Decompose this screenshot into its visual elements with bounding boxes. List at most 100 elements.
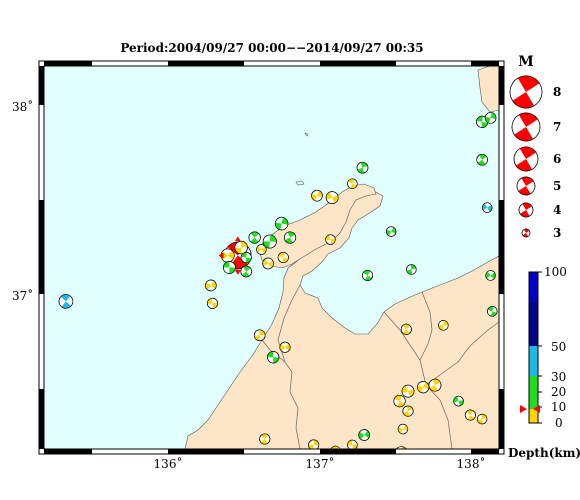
- focal-mechanism-green: [362, 269, 374, 281]
- frame-segment: [244, 449, 320, 454]
- depth-tick-0: 0: [555, 416, 563, 430]
- frame-segment: [396, 61, 471, 66]
- lat-label-37: 37˚: [12, 288, 33, 303]
- noto-peninsula: [257, 183, 377, 269]
- focal-mechanism-yellow: [234, 240, 248, 255]
- focal-mechanism-green: [223, 261, 236, 274]
- map-panel[interactable]: 38˚ 37˚ 136˚ 137˚ 138˚: [12, 60, 505, 471]
- focal-mechanism-yellow: [262, 257, 274, 270]
- mainshock-marker-icon: [218, 252, 224, 259]
- frame-segment: [39, 105, 44, 200]
- focal-mechanism-green: [484, 112, 497, 124]
- lon-label-137: 137˚: [306, 456, 335, 471]
- focal-mechanism-yellow: [400, 323, 412, 335]
- focal-mechanism-yellow: [259, 433, 271, 445]
- lon-label-136: 136˚: [154, 456, 183, 471]
- focal-mechanism-green: [476, 153, 488, 166]
- magnitude-legend-label: 8: [553, 85, 561, 99]
- frame-segment: [92, 449, 168, 454]
- magnitude-legend-label: 3: [553, 226, 561, 240]
- focal-mechanism-green: [453, 395, 464, 407]
- focal-mechanism-yellow: [417, 381, 430, 394]
- focal-mechanism-yellow: [476, 413, 488, 425]
- frame-segment: [39, 200, 44, 294]
- period-title: Period:2004/09/27 00:00−−2014/09/27 00:3…: [120, 41, 423, 55]
- magnitude-legend-label: 4: [553, 203, 561, 217]
- magnitude-legend-label: 7: [553, 120, 561, 134]
- focal-mechanism-green: [385, 226, 397, 237]
- depth-tick-50: 50: [551, 340, 566, 354]
- prefecture-border: [383, 311, 453, 449]
- mainshock-marker-icon: [234, 269, 241, 275]
- focal-mechanism-green: [262, 234, 277, 249]
- focal-mechanism-yellow: [438, 320, 449, 331]
- frame-segment: [320, 61, 396, 66]
- frame-segment: [396, 449, 471, 454]
- depth-indicator-icon: [520, 405, 540, 413]
- frame-segment: [471, 61, 499, 66]
- focal-mechanism-green: [485, 270, 496, 281]
- frame-segment: [92, 61, 168, 66]
- depth-bar-blue: [529, 272, 538, 302]
- focal-mechanism-yellow: [253, 329, 266, 342]
- magnitude-legend-icon: [509, 75, 543, 109]
- frame-segment: [39, 294, 44, 389]
- focal-mechanism-blue: [482, 202, 493, 213]
- depth-bar-navy: [529, 272, 538, 346]
- frame-segment: [499, 66, 504, 105]
- depth-tick-30: 30: [551, 370, 566, 384]
- magnitude-legend-label: 5: [553, 179, 561, 193]
- focal-mechanism-yellow: [207, 297, 219, 309]
- focal-mechanism-yellow: [402, 405, 414, 417]
- focal-mechanism-yellow: [311, 189, 323, 202]
- focal-mechanism-blue: [58, 294, 74, 309]
- focal-mechanism-yellow: [325, 191, 339, 205]
- magnitude-legend-icon: [513, 146, 539, 172]
- depth-bar-outline: [528, 271, 539, 424]
- islet: [304, 132, 309, 137]
- depth-bar-yellow: [529, 409, 538, 423]
- focal-mechanism-green: [406, 264, 417, 275]
- map-frame: [38, 60, 505, 455]
- magnitude-legend-icon: [516, 176, 536, 196]
- frame-inner: [43, 65, 500, 450]
- focal-mechanism-yellow: [347, 178, 358, 189]
- focal-mechanism-yellow: [428, 378, 442, 392]
- focal-mechanism-yellow: [401, 384, 415, 398]
- focal-mechanism-green: [358, 429, 370, 441]
- focal-mechanisms: [58, 112, 498, 449]
- magnitude-legend: M 8 7 6 5 4 3: [509, 54, 561, 240]
- focal-mechanism-yellow: [205, 279, 217, 292]
- focal-mechanism-yellow: [393, 395, 406, 408]
- frame-segment: [499, 105, 504, 200]
- sado-island: [477, 66, 499, 113]
- focal-mechanism-green: [240, 252, 252, 263]
- focal-mechanism-green: [240, 265, 253, 278]
- mainshock-marker-icon: [234, 236, 241, 242]
- frame-segment: [499, 294, 504, 389]
- focal-mechanism-yellow: [325, 234, 336, 245]
- depth-bar-green: [529, 376, 538, 409]
- frame-segment: [244, 61, 320, 66]
- prefecture-border: [425, 321, 499, 386]
- focal-mechanism-green: [267, 351, 280, 364]
- frame-segment: [499, 389, 504, 449]
- depth-tick-10: 10: [551, 400, 566, 414]
- frame-outline: [38, 60, 505, 455]
- focal-mechanism-green: [248, 231, 261, 244]
- focal-mechanism-yellow: [464, 409, 476, 421]
- frame-segment: [44, 449, 92, 454]
- frame-segment: [499, 200, 504, 294]
- focal-mechanism-green: [356, 161, 369, 174]
- depth-legend: 100 50 30 20 10 0 Depth(km): [508, 265, 580, 460]
- magnitude-legend-icon: [518, 202, 534, 218]
- depth-tick-100: 100: [544, 265, 567, 279]
- focal-mechanism-yellow: [394, 446, 408, 449]
- focal-mechanism-yellow: [397, 423, 409, 435]
- magnitude-legend-header: M: [518, 54, 534, 70]
- focal-mechanism-yellow: [308, 439, 320, 449]
- focal-mechanism-yellow: [256, 244, 267, 255]
- prefecture-border: [419, 291, 433, 361]
- frame-segment: [168, 61, 244, 66]
